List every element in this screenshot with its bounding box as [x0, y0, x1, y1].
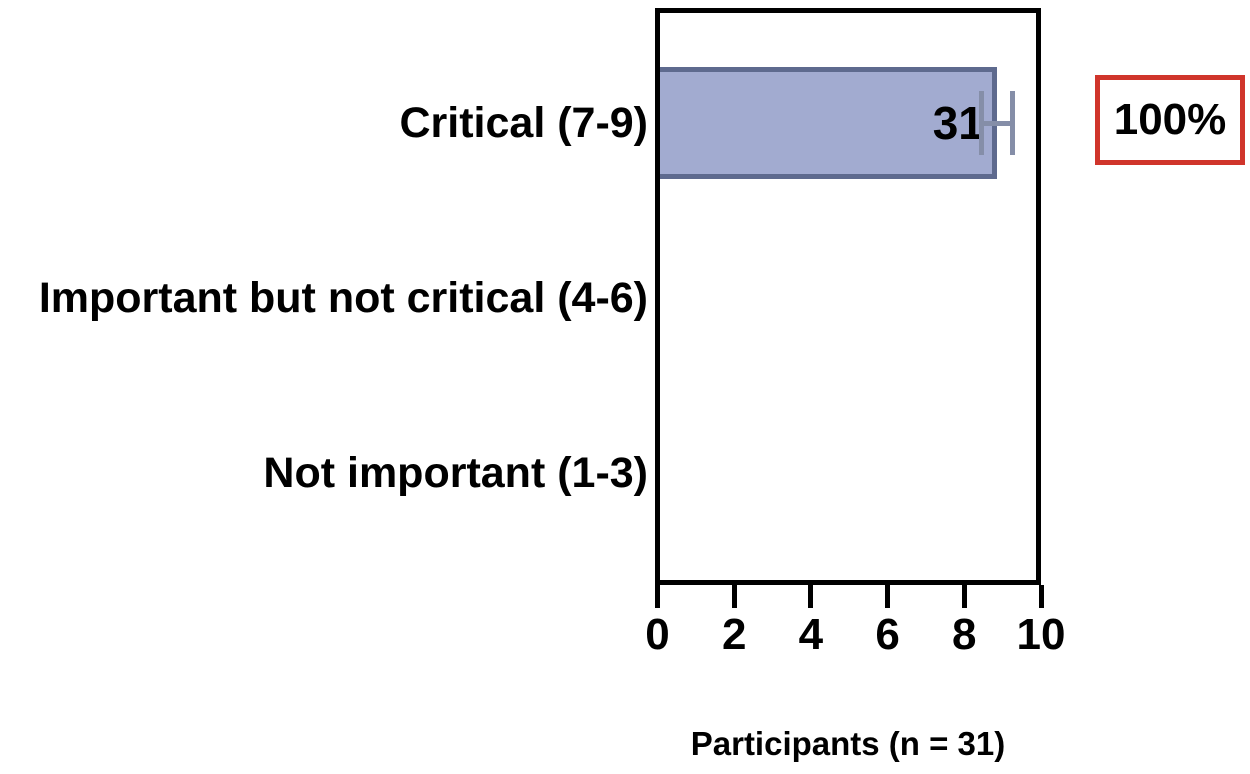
error-bar-line: [981, 120, 1013, 126]
x-tick-label: 4: [798, 610, 824, 659]
bar-0: [660, 67, 997, 179]
plot-area: 31: [655, 8, 1041, 585]
x-tick-label: 2: [721, 610, 747, 659]
annotation-box: 100%: [1095, 75, 1245, 165]
annotation-text: 100%: [1113, 95, 1227, 144]
x-tick-label: 10: [1016, 610, 1066, 659]
bar-value-label: 31: [932, 97, 984, 149]
x-tick-label: 8: [952, 610, 977, 659]
x-tick-label: 0: [645, 610, 670, 659]
error-bar-cap-high: [1009, 91, 1015, 155]
x-tick-mark: [731, 585, 737, 608]
x-tick-mark: [1038, 585, 1044, 608]
x-tick-label: 6: [875, 610, 900, 659]
x-tick-mark: [961, 585, 967, 608]
x-tick-mark: [655, 585, 660, 608]
error-bar-cap-low: [979, 91, 985, 155]
x-tick-mark: [808, 585, 814, 608]
category-label: Not important (1-3): [263, 449, 648, 497]
x-tick-mark: [885, 585, 891, 608]
category-label: Critical (7-9): [399, 99, 648, 147]
x-axis-label: Participants (n = 31): [690, 725, 1006, 762]
category-label: Important but not critical (4-6): [38, 274, 648, 322]
